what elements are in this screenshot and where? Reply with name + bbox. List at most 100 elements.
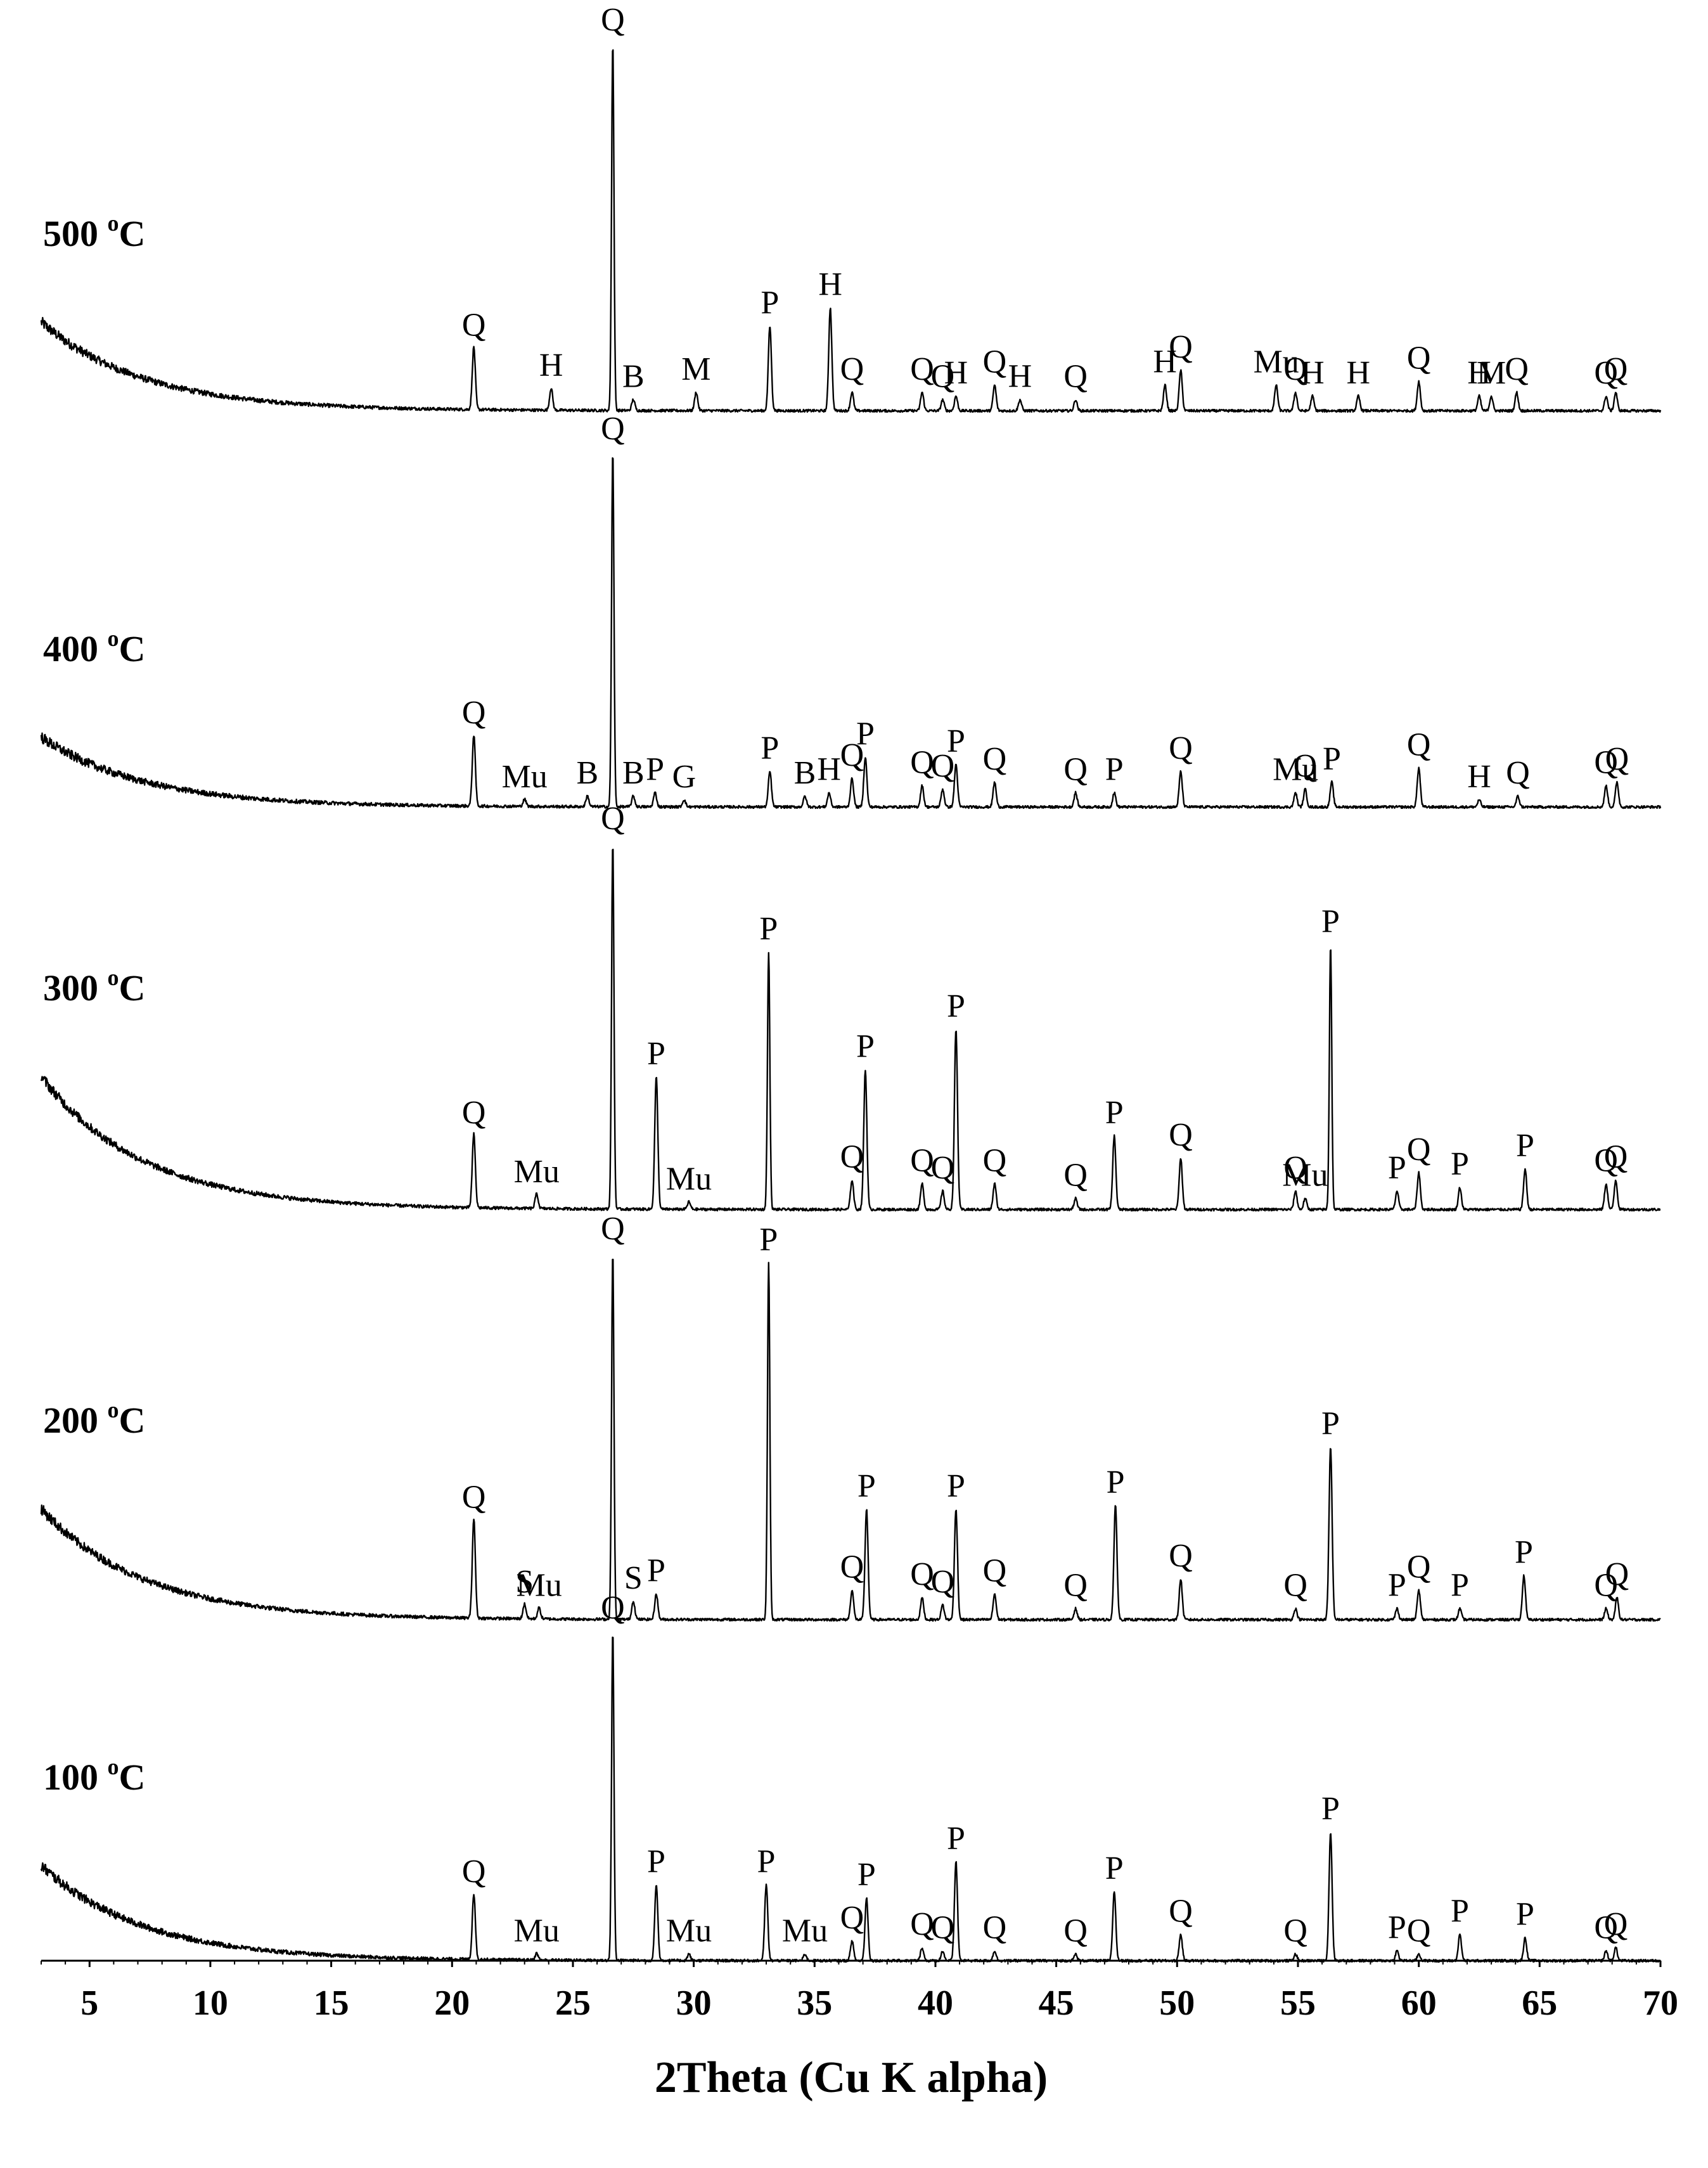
peak-label: Mu: [514, 1913, 560, 1949]
temperature-value: 500: [43, 213, 108, 254]
peak-label: P: [647, 1552, 665, 1589]
peak-label: Q: [1407, 1913, 1431, 1949]
peak-label: S: [624, 1560, 643, 1596]
peak-label: P: [856, 716, 875, 752]
peak-label: Q: [1605, 741, 1629, 777]
peak-label: Q: [1063, 1568, 1088, 1604]
peak-label: H: [1347, 355, 1371, 391]
peak-label: Q: [1594, 355, 1618, 391]
x-tick-label: 40: [918, 1984, 953, 2023]
peak-label: P: [1321, 1405, 1340, 1442]
peak-label: P: [646, 752, 664, 788]
peak-label: Q: [462, 695, 486, 731]
peak-label: Q: [1294, 748, 1318, 784]
x-tick-label: 65: [1522, 1984, 1557, 2023]
peak-label: Q: [840, 1900, 864, 1936]
peak-label: Mu: [502, 759, 548, 795]
peak-label: Q: [983, 1142, 1007, 1178]
peak-label: B: [576, 755, 598, 791]
peak-label: P: [761, 730, 779, 766]
temperature-label: 200 oC: [43, 1397, 145, 1441]
peak-label: P: [761, 285, 779, 321]
peak-label: M: [1477, 355, 1506, 391]
peak-label: M: [681, 351, 710, 387]
x-tick-label: 10: [193, 1984, 228, 2023]
peak-label: Q: [1594, 1909, 1618, 1945]
peak-label: Q: [1594, 1568, 1618, 1604]
peak-label: Q: [462, 1095, 486, 1131]
peak-label: H: [1467, 759, 1491, 795]
peak-label: Q: [462, 1479, 486, 1515]
peak-label: H: [1008, 359, 1032, 395]
x-tick-label: 20: [434, 1984, 470, 2023]
peak-label: Mu: [782, 1913, 828, 1949]
peak-label: Q: [1594, 1142, 1618, 1178]
x-tick-label: 60: [1401, 1984, 1437, 2023]
x-tick-label: 35: [797, 1984, 832, 2023]
peak-label: Q: [910, 744, 934, 780]
peak-label: P: [1516, 1897, 1534, 1933]
peak-label: P: [1321, 1791, 1340, 1827]
peak-label: P: [1388, 1568, 1406, 1604]
peak-label: P: [1105, 1095, 1124, 1131]
peak-label: P: [1105, 752, 1124, 788]
peak-label: Q: [910, 1142, 934, 1178]
temperature-label: 500 oC: [43, 210, 145, 254]
temperature-label: 300 oC: [43, 965, 145, 1009]
peak-label: Q: [1063, 752, 1088, 788]
peak-label: Q: [931, 1564, 955, 1600]
peak-label: Mu: [1254, 344, 1299, 380]
peak-label: Q: [1283, 1568, 1307, 1604]
temperature-unit: C: [119, 1400, 146, 1441]
peak-label: Q: [840, 1549, 864, 1585]
peak-label: Q: [1407, 340, 1431, 377]
peak-label: B: [622, 755, 645, 791]
peak-label: Q: [931, 748, 955, 784]
peak-label: P: [947, 723, 965, 759]
peak-label: H: [539, 347, 563, 384]
peak-label: Q: [983, 1909, 1007, 1945]
peak-label: P: [1107, 1464, 1125, 1500]
peak-label: Q: [910, 351, 934, 387]
peak-label: H: [944, 355, 968, 391]
peak-label: Q: [1594, 744, 1618, 780]
peak-label: P: [1451, 1146, 1469, 1182]
peak-label: P: [757, 1843, 776, 1880]
temperature-unit: C: [119, 213, 146, 254]
peak-label: P: [1515, 1534, 1533, 1570]
peak-label: P: [947, 1468, 965, 1504]
temperature-value: 300: [43, 967, 108, 1009]
peak-label: P: [857, 1857, 876, 1893]
peak-label: Mu: [516, 1568, 562, 1604]
peak-label: Q: [1604, 1906, 1628, 1942]
peak-label: Q: [840, 737, 864, 773]
x-tick-label: 50: [1159, 1984, 1195, 2023]
peak-label: Q: [601, 411, 625, 447]
degree-symbol: o: [108, 1754, 119, 1779]
peak-label: Q: [1169, 1117, 1193, 1153]
temperature-label: 400 oC: [43, 626, 145, 669]
peak-label: Mu: [666, 1161, 712, 1197]
x-tick-label: 5: [80, 1984, 98, 2023]
peak-label: B: [622, 359, 645, 395]
peak-label: P: [759, 1222, 778, 1258]
peak-label: P: [647, 1036, 665, 1072]
temperature-value: 100: [43, 1757, 108, 1798]
degree-symbol: o: [108, 210, 119, 236]
peak-label: Mu: [666, 1913, 712, 1949]
peak-label: P: [856, 1029, 875, 1065]
peak-label: P: [1388, 1909, 1406, 1945]
peak-label: Q: [931, 359, 955, 395]
peak-label: Q: [1604, 1139, 1628, 1175]
x-axis-title: 2Theta (Cu K alpha): [655, 2053, 1048, 2102]
peak-label: G: [672, 759, 697, 795]
peak-label: H: [1153, 344, 1177, 380]
x-tick-label: 70: [1643, 1984, 1678, 2023]
peak-label: P: [1105, 1850, 1124, 1887]
temperature-label: 100 oC: [43, 1754, 145, 1798]
